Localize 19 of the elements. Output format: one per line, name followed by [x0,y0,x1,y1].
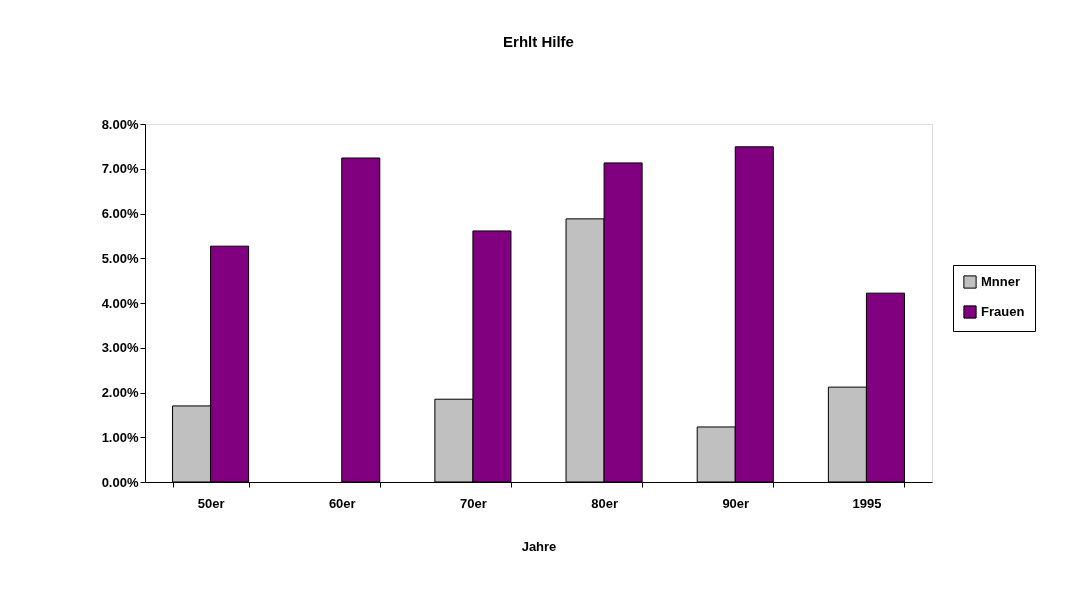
y-tick-label: 1.00% [101,429,139,445]
y-tick-label: 2.00% [101,385,139,400]
y-tick-label: 8.00% [101,116,139,132]
x-tick-label: 70er [460,495,487,511]
x-tick-label: 1995 [852,495,882,511]
y-tick-label: 3.00% [101,340,139,356]
y-tick-label: 6.00% [101,206,139,221]
x-tick-label: 90er [722,495,750,511]
y-tick-label: 5.00% [101,250,139,266]
y-tick-label: 7.00% [101,161,139,177]
x-axis-title: Jahre [521,538,557,554]
legend-label: Mnner [981,274,1020,289]
x-tick-label: 60er [328,495,356,511]
x-tick-label: 50er [197,495,225,511]
chart-title: Erhlt Hilfe [503,33,574,50]
x-tick-label: 80er [591,495,618,511]
y-tick-label: 0.00% [101,474,139,490]
y-tick-label: 4.00% [101,295,139,311]
legend-label: Frauen [981,304,1025,319]
